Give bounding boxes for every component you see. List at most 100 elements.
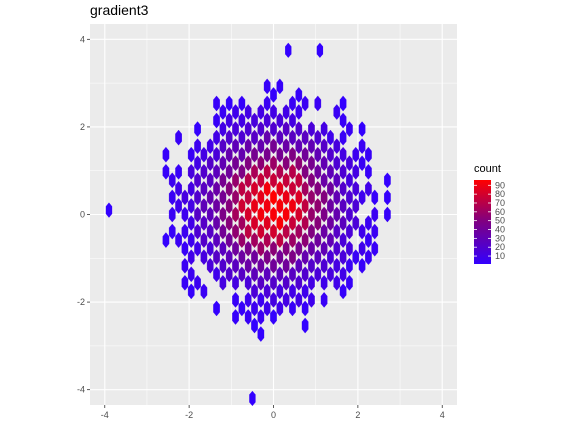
hex-bin [238,163,246,180]
hex-bin [263,78,271,95]
hex-bin [270,172,277,189]
legend-label: 30 [495,233,505,243]
hex-bin [301,95,309,112]
hex-bin [295,138,303,155]
hex-bin [282,138,290,155]
hex-bin [244,155,252,172]
hex-bin [232,155,239,172]
hex-bin [365,249,372,266]
hex-bin [251,283,258,300]
hex-bin [346,206,353,223]
hex-bin [187,266,195,283]
hex-bin [213,95,220,112]
hex-bin [213,112,220,129]
hex-bin-outlier [105,202,113,218]
hex-bin [384,206,391,223]
hex-bin [339,198,347,214]
hex-bin [257,309,265,325]
hex-bin [219,104,227,120]
hex-bin [213,181,220,197]
hex-bin [289,129,296,146]
hex-bin [244,240,252,257]
hex-bin [346,155,353,172]
hex-bin [295,104,303,120]
hex-bin [213,215,220,231]
hex-bin [244,274,252,291]
hex-bin [187,181,195,197]
hex-bin [225,129,233,146]
hex-bin [365,215,372,231]
hex-bin [346,172,353,189]
hex-bin [276,181,284,197]
x-tick-label: 0 [271,410,276,420]
hex-bin [314,129,322,146]
hex-bin [194,206,201,223]
hex-bin [327,232,334,248]
hex-bin [232,309,239,325]
hex-bin [232,274,239,291]
hex-bin [289,181,296,197]
hex-bin [225,266,233,283]
hex-bin [225,232,233,248]
hex-bin [225,112,233,129]
hex-bin [244,223,252,240]
hex-bin [346,223,353,240]
hex-bin [251,232,258,248]
hex-bin [181,274,189,291]
hex-bin [187,163,195,180]
hex-bin [320,155,328,172]
x-tick-label: -4 [101,410,109,420]
hex-bin [314,163,322,180]
hex-bin [289,198,296,214]
hex-bin [238,129,246,146]
x-tick-label: -2 [185,410,193,420]
hex-bin [251,129,258,146]
hex-bin [352,181,360,197]
hex-bin [194,121,201,137]
chart-title: gradient3 [90,2,149,18]
hex-bin [206,240,214,257]
hex-bin [238,232,246,248]
y-tick-label: -2 [77,297,85,307]
hex-bin [365,163,372,180]
hex-bin [339,95,347,112]
hex-bin [327,249,334,266]
hex-bin [270,292,277,308]
hex-bin [175,232,182,248]
hex-bin [200,215,208,231]
hex-bin [200,232,208,248]
hex-bin [232,104,239,120]
hex-bin [225,198,233,214]
hex-bin [276,198,284,214]
hex-bin [270,104,277,120]
hex-bin [371,189,379,206]
hex-bin [346,274,353,291]
hex-bin [289,232,296,248]
hex-bin [257,223,265,240]
hex-bin [276,249,284,266]
hex-bin [257,292,265,308]
hex-bin [219,223,227,240]
hex-bin [257,326,265,342]
hex-bin [187,283,195,300]
hex-bin [301,266,309,283]
hex-bin [308,257,315,274]
hex-bin [301,300,309,317]
hex-bin [352,163,360,180]
hex-bin [206,206,214,223]
hex-bin [352,249,360,266]
hex-bin [365,146,372,163]
hex-bin [257,104,265,120]
hex-bin [333,223,341,240]
hex-bin [339,215,347,231]
hex-bin [232,206,239,223]
hex-bin [232,257,239,274]
hex-bin [339,129,347,146]
hex-bin [219,189,227,206]
hex-bin [289,249,296,266]
hex-bin [320,172,328,189]
hex-bin [301,215,309,231]
hex-bin [200,198,208,214]
hex-bin [276,232,284,248]
